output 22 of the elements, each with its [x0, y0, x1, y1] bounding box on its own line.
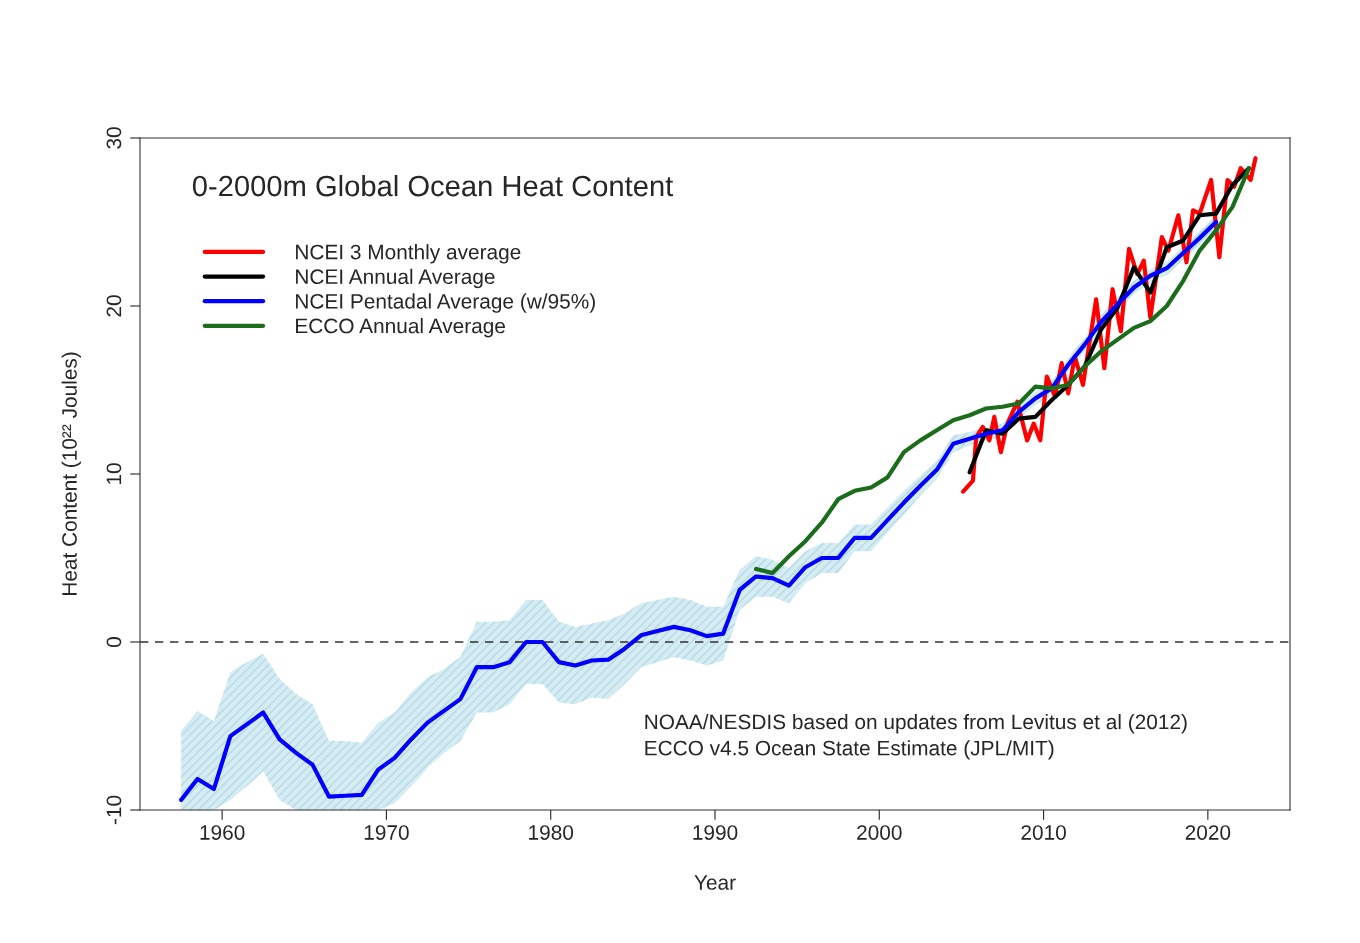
- y-tick-label: 30: [106, 127, 122, 149]
- legend-label: NCEI Pentadal Average (w/95%): [296, 293, 595, 313]
- x-tick-label: 2020: [1185, 825, 1231, 840]
- y-tick-label: 0: [106, 637, 122, 647]
- line-series: [753, 166, 1252, 576]
- x-tick-label: 1970: [364, 825, 409, 840]
- legend-label: NCEI 3 Monthly average: [296, 244, 521, 264]
- x-tick-label: 1980: [529, 825, 574, 840]
- x-axis-title: Year: [694, 875, 736, 890]
- annotation: NOAA/NESDIS based on updates from Levitus et al (2012): [645, 713, 1187, 734]
- x-tick-label: 2010: [1021, 825, 1066, 840]
- x-tick-label: 1960: [200, 825, 245, 840]
- x-tick-label: 1990: [693, 825, 738, 840]
- y-tick-label: 20: [106, 295, 122, 317]
- legend-label: ECCO Annual Average: [296, 318, 505, 338]
- y-tick-label: 10: [106, 463, 122, 484]
- y-tick-label: -10: [106, 795, 122, 825]
- y-axis-title: Heat Content (10²² Joules): [61, 352, 81, 596]
- legend-label: NCEI Annual Average: [296, 268, 495, 289]
- x-tick-label: 2000: [857, 825, 902, 840]
- annotation: ECCO v4.5 Ocean State Estimate (JPL/MIT): [645, 740, 1054, 760]
- text: 0-2000m Global Ocean Heat Content: [192, 174, 674, 197]
